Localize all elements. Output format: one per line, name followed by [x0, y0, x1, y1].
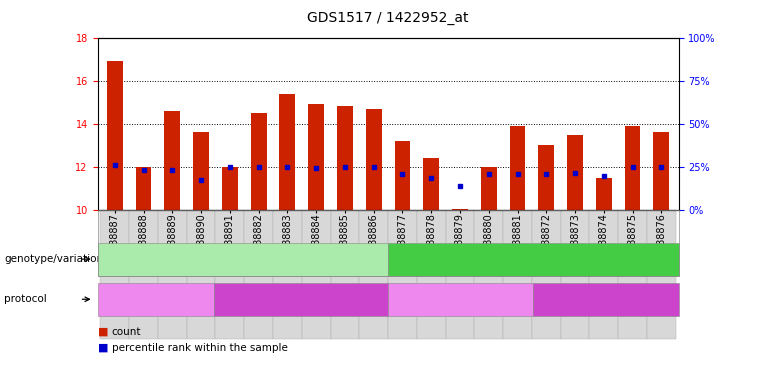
Bar — [129, 210, 158, 339]
Bar — [654, 132, 669, 210]
Bar — [395, 141, 410, 210]
Text: GDS1517 / 1422952_at: GDS1517 / 1422952_at — [307, 11, 469, 25]
Bar — [193, 132, 209, 210]
Text: control: control — [137, 294, 174, 304]
Bar — [250, 113, 267, 210]
Bar — [509, 126, 526, 210]
Bar — [186, 210, 215, 339]
Text: genotype/variation: genotype/variation — [4, 254, 103, 264]
Bar — [279, 94, 296, 210]
Bar — [596, 178, 612, 210]
Text: low fat, high carbohydrate: low fat, high carbohydrate — [537, 294, 675, 304]
Bar — [480, 167, 497, 210]
Bar — [567, 135, 583, 210]
Bar — [302, 210, 331, 339]
Bar — [101, 210, 129, 339]
Text: count: count — [112, 327, 141, 337]
Bar — [417, 210, 445, 339]
Bar — [619, 210, 647, 339]
Bar — [424, 158, 439, 210]
Text: percentile rank within the sample: percentile rank within the sample — [112, 343, 287, 352]
Bar — [360, 210, 388, 339]
Bar — [308, 104, 324, 210]
Bar — [561, 210, 590, 339]
Bar — [215, 210, 244, 339]
Bar — [165, 111, 180, 210]
Bar — [445, 210, 474, 339]
Bar — [532, 210, 561, 339]
Bar — [503, 210, 532, 339]
Bar — [244, 210, 273, 339]
Bar — [538, 146, 554, 210]
Bar — [366, 109, 381, 210]
Text: ■: ■ — [98, 327, 108, 337]
Bar — [452, 209, 468, 210]
Bar — [136, 167, 151, 210]
Text: protocol: protocol — [4, 294, 47, 304]
Bar — [273, 210, 302, 339]
Bar — [590, 210, 619, 339]
Text: Scd1 null: Scd1 null — [508, 254, 559, 264]
Bar — [647, 210, 675, 339]
Text: wild type: wild type — [218, 254, 268, 264]
Bar — [107, 61, 122, 210]
Text: low fat, high carbohydrate: low fat, high carbohydrate — [232, 294, 370, 304]
Bar — [474, 210, 503, 339]
Bar — [337, 106, 353, 210]
Text: control: control — [442, 294, 479, 304]
Bar — [625, 126, 640, 210]
Bar — [158, 210, 186, 339]
Bar — [331, 210, 360, 339]
Text: ■: ■ — [98, 343, 108, 352]
Bar — [388, 210, 417, 339]
Bar — [222, 167, 238, 210]
